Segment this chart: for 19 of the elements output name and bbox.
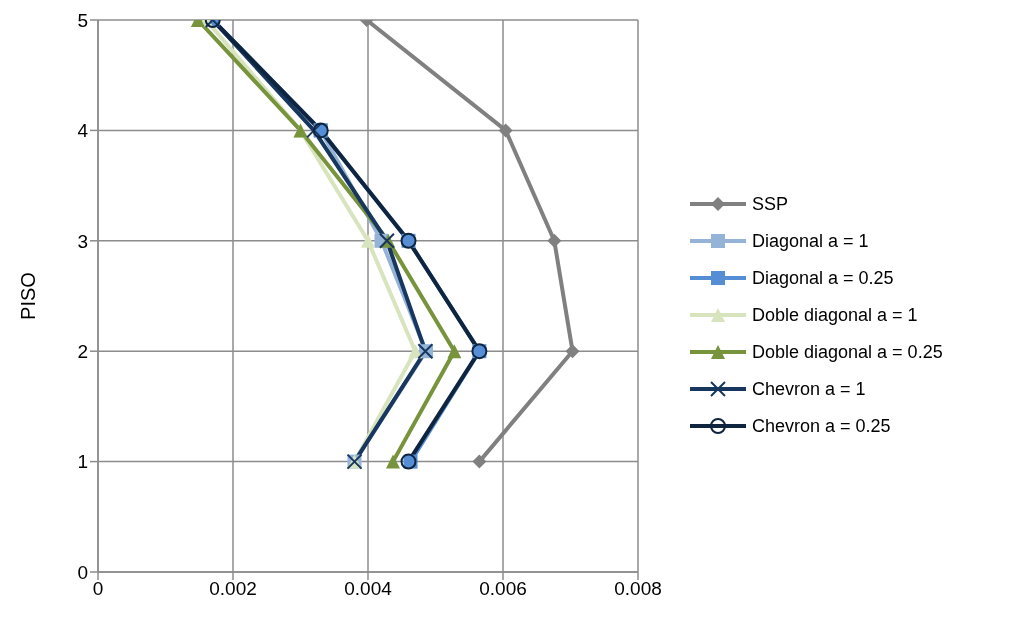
y-tick-label: 1	[77, 451, 88, 473]
legend-label: Diagonal a = 0.25	[752, 267, 894, 289]
legend-label: Diagonal a = 1	[752, 230, 869, 252]
y-tick-label: 3	[77, 230, 88, 252]
x-tick-label: 0.002	[209, 578, 257, 600]
y-tick-label: 4	[77, 120, 89, 142]
legend-label: Doble diagonal a = 1	[752, 304, 918, 326]
legend-label: Chevron a = 1	[752, 378, 866, 400]
y-tick-label: 5	[77, 9, 88, 31]
x-tick-label: 0.004	[344, 578, 393, 600]
x-tick-label: 0.008	[614, 578, 662, 600]
legend-label: SSP	[752, 193, 789, 215]
x-tick-label: 0	[92, 578, 104, 600]
legend-label: Doble diagonal a = 0.25	[752, 341, 943, 363]
legend-label: Chevron a = 0.25	[752, 415, 891, 437]
y-tick-label: 0	[77, 561, 88, 583]
y-tick-label: 2	[77, 340, 88, 362]
y-axis-title: PISO	[17, 272, 40, 320]
x-tick-label: 0.006	[479, 578, 527, 600]
